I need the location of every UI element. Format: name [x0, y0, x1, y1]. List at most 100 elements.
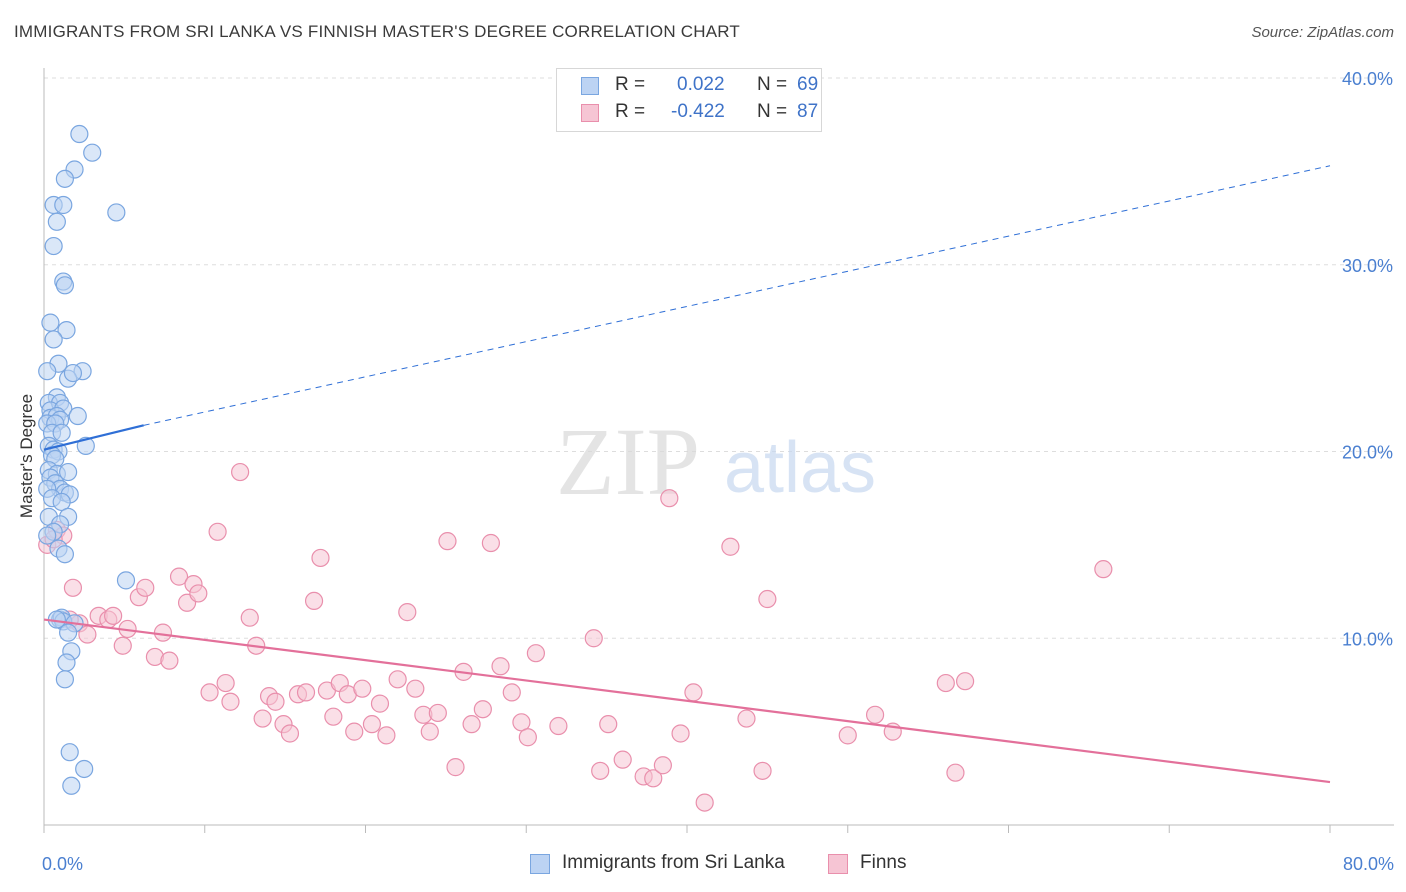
series-sri-lanka-points — [38, 124, 136, 795]
point-finns — [653, 756, 672, 775]
point-finns — [936, 673, 955, 693]
y-tick-label: 30.0% — [1342, 256, 1393, 276]
point-finns — [345, 722, 364, 741]
point-sri-lanka — [47, 212, 66, 231]
point-finns — [549, 716, 568, 736]
trend-line-sri-lanka-extension — [143, 165, 1331, 426]
point-finns — [240, 608, 259, 627]
legend-r-label: R = — [615, 101, 646, 122]
y-tick-labels: 10.0% 20.0% 30.0% 40.0% — [1342, 69, 1393, 649]
point-finns — [491, 657, 510, 676]
legend-swatch-blue — [581, 77, 599, 95]
correlation-legend: R = 0.022 N = 69 R = -0.422 N = 87 — [556, 68, 822, 132]
legend-n-value: 69 — [797, 74, 819, 95]
point-sri-lanka — [83, 143, 102, 162]
point-finns — [253, 709, 272, 728]
point-sri-lanka — [54, 195, 73, 215]
point-finns — [644, 769, 663, 788]
trend-line-finns — [43, 618, 1331, 784]
point-sri-lanka — [55, 545, 74, 564]
point-finns — [280, 724, 300, 743]
point-finns — [721, 537, 740, 556]
point-finns — [599, 715, 618, 734]
point-sri-lanka — [52, 423, 71, 442]
point-sri-lanka — [59, 623, 78, 642]
point-finns — [428, 703, 447, 723]
point-finns — [613, 750, 632, 769]
point-sri-lanka — [76, 436, 95, 455]
point-sri-lanka — [44, 330, 63, 349]
point-finns — [473, 700, 492, 719]
point-finns — [462, 715, 481, 734]
point-finns — [296, 683, 316, 702]
point-finns — [737, 709, 756, 728]
point-finns — [189, 584, 208, 603]
legend-n-label: N = — [757, 101, 788, 122]
point-finns — [208, 522, 227, 541]
point-finns — [446, 758, 465, 777]
point-finns — [324, 707, 343, 726]
legend-swatch-pink — [581, 104, 599, 122]
point-finns — [311, 548, 330, 568]
watermark-atlas: atlas — [724, 428, 876, 508]
point-sri-lanka — [57, 321, 76, 340]
point-finns — [63, 578, 83, 597]
axes — [43, 68, 1394, 826]
y-tick-label: 40.0% — [1342, 69, 1393, 89]
point-sri-lanka — [38, 526, 57, 545]
point-finns — [353, 679, 372, 698]
point-finns — [955, 672, 975, 691]
point-finns — [160, 651, 179, 670]
point-finns — [377, 726, 396, 745]
point-sri-lanka — [52, 492, 71, 512]
point-finns — [153, 623, 173, 642]
point-finns — [758, 589, 777, 609]
point-finns — [420, 722, 439, 741]
point-finns — [406, 679, 425, 698]
point-sri-lanka — [62, 776, 81, 795]
legend-n-label: N = — [757, 74, 788, 95]
chart-title: IMMIGRANTS FROM SRI LANKA VS FINNISH MAS… — [14, 22, 740, 41]
point-sri-lanka — [41, 313, 60, 332]
point-finns — [502, 683, 521, 702]
legend-n-value: 87 — [797, 101, 819, 122]
point-finns — [104, 606, 123, 625]
y-tick-label: 10.0% — [1342, 629, 1393, 649]
point-finns — [838, 726, 857, 745]
point-finns — [136, 578, 155, 597]
trend-lines — [43, 165, 1331, 784]
point-sri-lanka — [55, 276, 74, 295]
source-credit: Source: ZipAtlas.com — [1251, 24, 1394, 41]
point-finns — [169, 567, 189, 586]
legend-r-value: -0.422 — [671, 101, 725, 122]
x-tick-label: 0.0% — [42, 854, 83, 874]
point-finns — [398, 603, 417, 622]
point-finns — [512, 713, 531, 732]
y-tick-label: 20.0% — [1342, 443, 1393, 463]
point-sri-lanka — [44, 236, 63, 256]
point-finns — [526, 644, 545, 663]
point-finns — [660, 489, 679, 508]
point-finns — [946, 763, 965, 782]
bottom-legend-label: Finns — [860, 852, 907, 873]
point-finns — [221, 692, 240, 711]
point-sri-lanka — [116, 571, 136, 590]
point-finns — [481, 533, 500, 553]
point-finns — [362, 715, 382, 734]
bottom-legend-swatch-blue — [530, 854, 550, 874]
bottom-legend-swatch-pink — [828, 854, 848, 874]
watermark: ZIP atlas — [556, 408, 876, 515]
point-sri-lanka — [63, 363, 83, 383]
point-finns — [518, 728, 537, 747]
x-tick-label: 80.0% — [1343, 854, 1394, 874]
point-sri-lanka — [75, 759, 94, 779]
point-sri-lanka — [70, 124, 89, 144]
point-finns — [216, 673, 235, 693]
point-sri-lanka — [68, 406, 87, 426]
point-finns — [200, 683, 219, 702]
point-finns — [591, 761, 610, 780]
legend-r-label: R = — [615, 74, 646, 95]
point-finns — [584, 629, 603, 648]
point-finns — [304, 591, 324, 611]
